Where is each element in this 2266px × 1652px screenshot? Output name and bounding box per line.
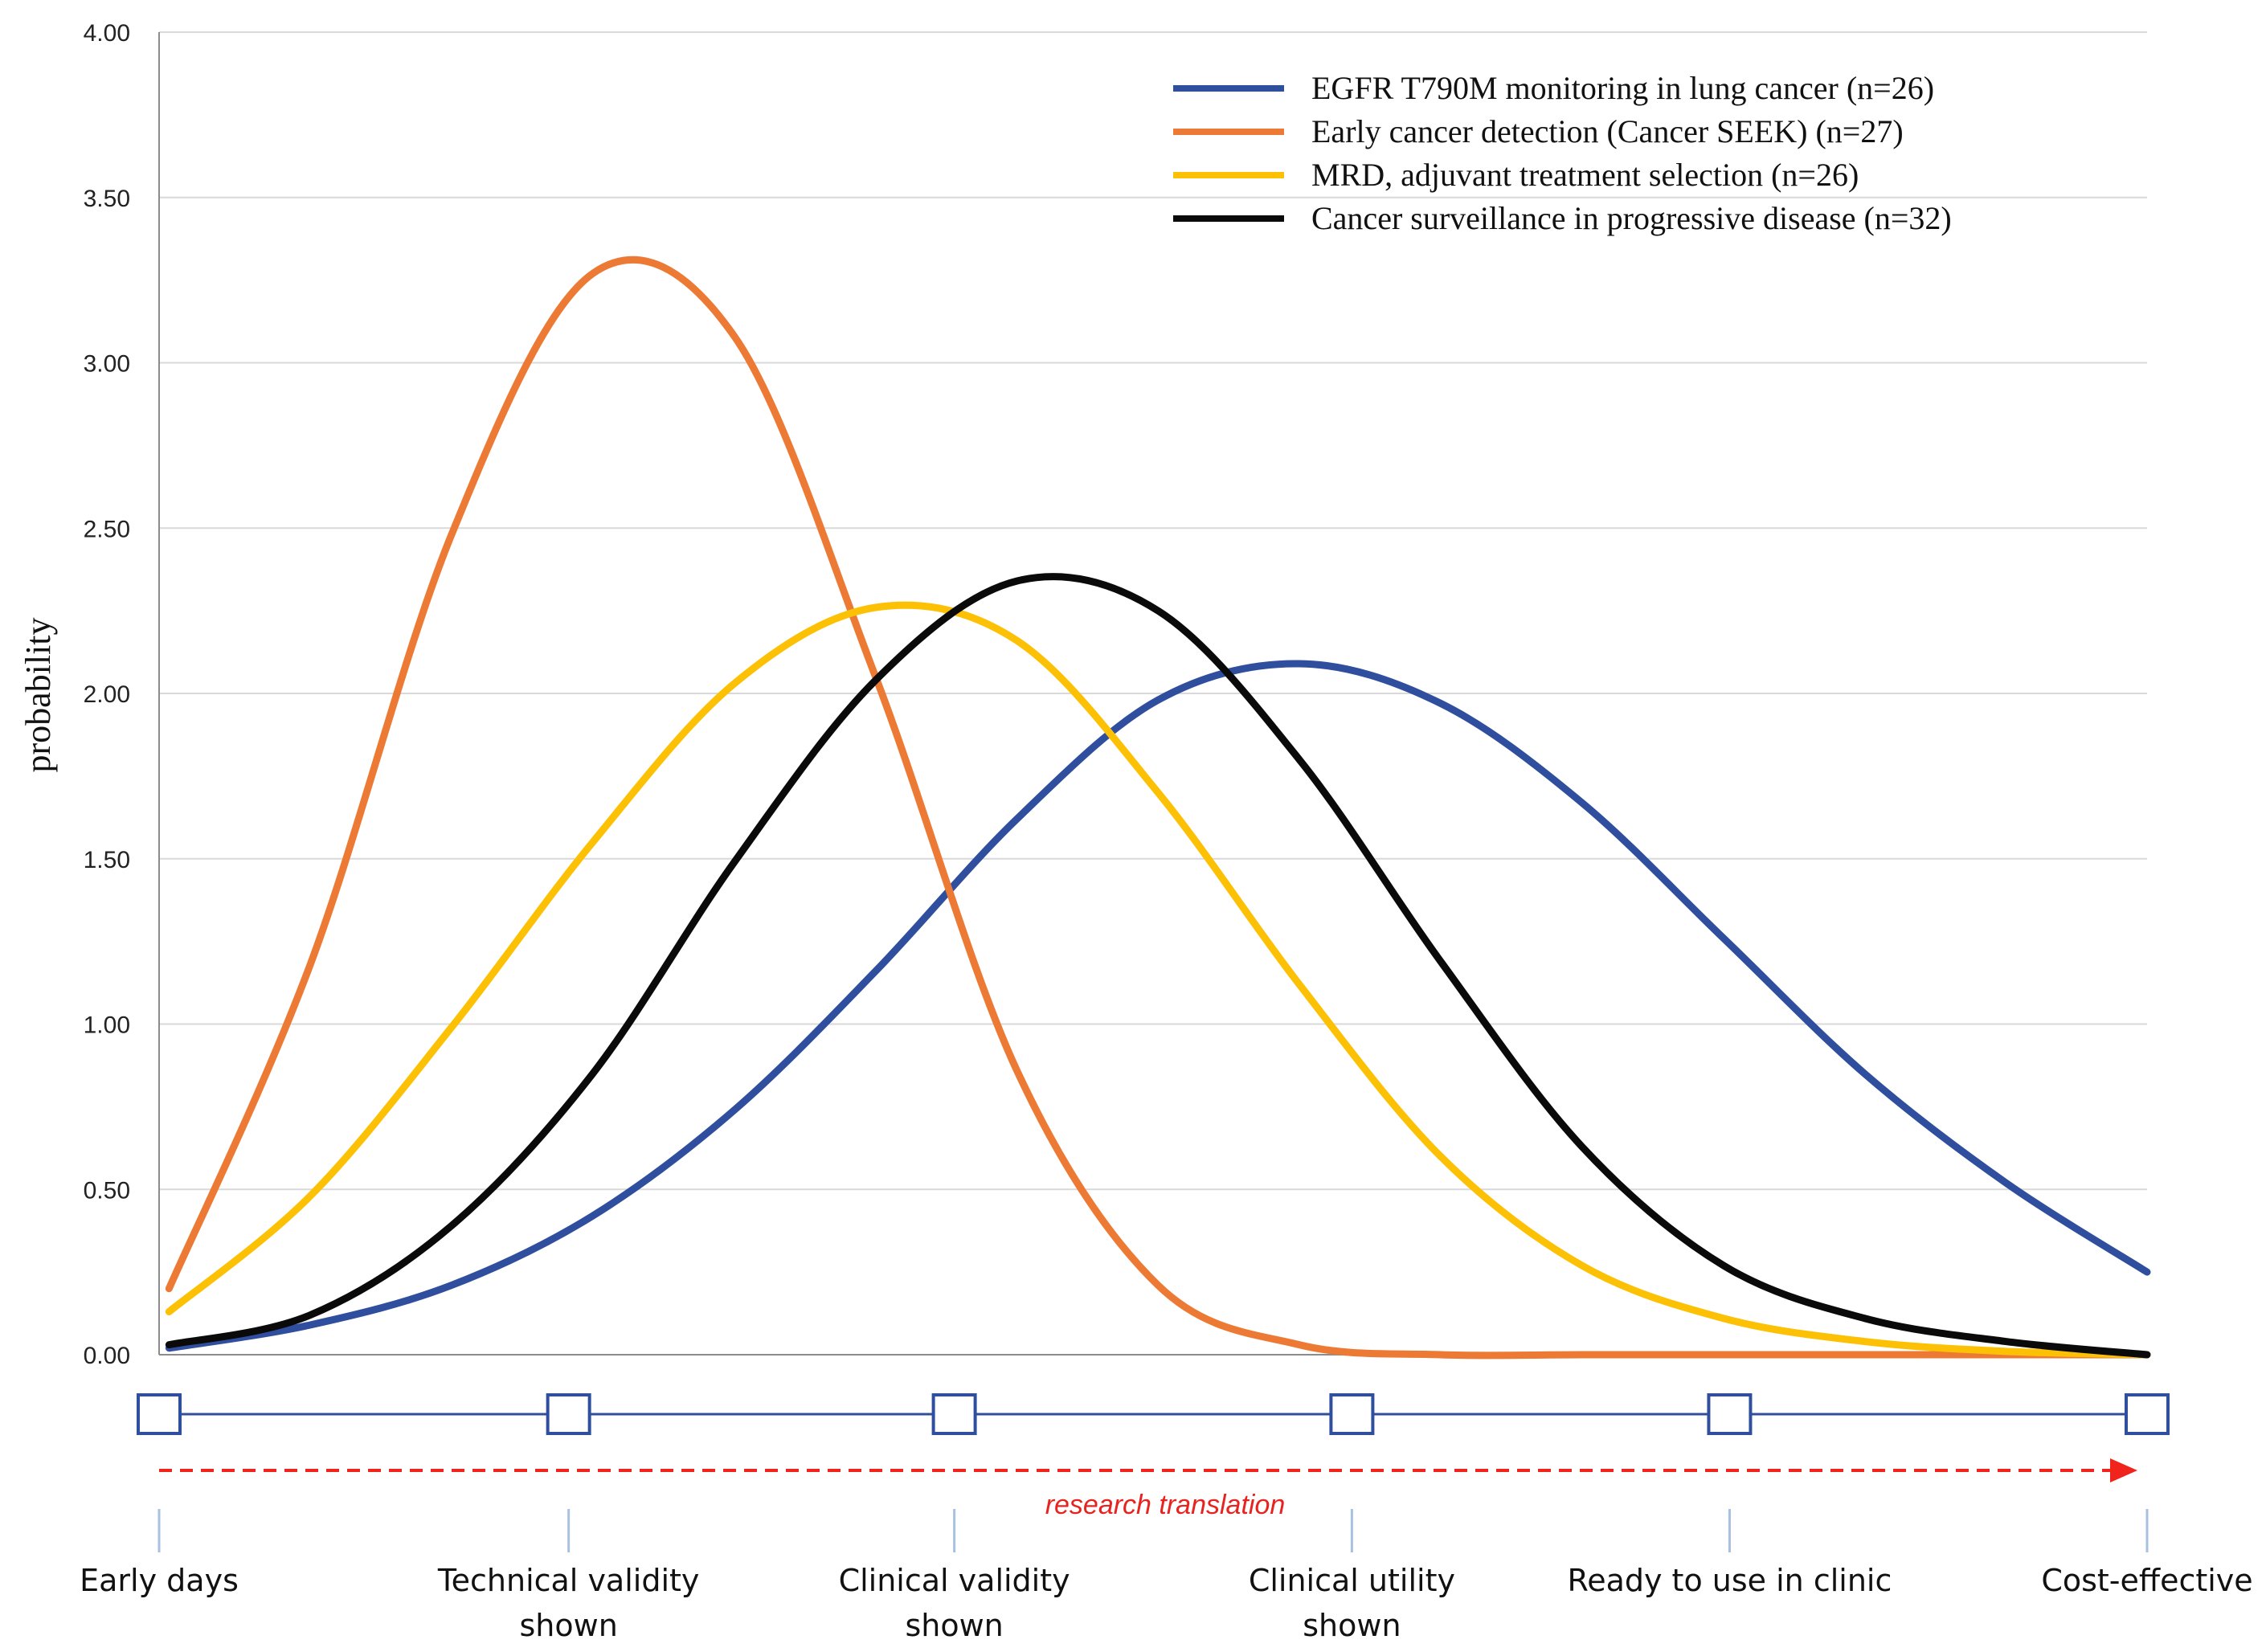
stage-label-3: shown <box>905 1608 1003 1643</box>
research-arrow-head <box>2110 1458 2137 1482</box>
stage-marker-4 <box>1329 1393 1375 1435</box>
stage-label-5: Ready to use in clinic <box>1568 1563 1892 1598</box>
stage-marker-1 <box>137 1393 182 1435</box>
y-tick-label: 0.50 <box>84 1177 130 1204</box>
stage-label-3: Clinical validity <box>839 1563 1070 1598</box>
series-line-2 <box>165 256 2151 1360</box>
y-tick-label: 3.50 <box>84 186 130 212</box>
legend: EGFR T790M monitoring in lung cancer (n=… <box>1173 70 1952 236</box>
stage-label-4: shown <box>1303 1608 1401 1643</box>
y-tick-label: 4.00 <box>84 20 130 47</box>
stage-marker-3 <box>931 1393 977 1435</box>
stage-label-4: Clinical utility <box>1249 1563 1455 1598</box>
series-line-1 <box>165 660 2151 1352</box>
stage-label-2: shown <box>519 1608 617 1643</box>
series-line-3 <box>165 601 2151 1359</box>
y-axis-label: probability <box>18 617 58 772</box>
stage-label-6: Cost-effective <box>2041 1563 2252 1598</box>
y-tick-label: 3.00 <box>84 351 130 378</box>
stage-marker-2 <box>546 1393 591 1435</box>
stage-label-1: Early days <box>80 1563 239 1598</box>
stage-marker-6 <box>2125 1393 2170 1435</box>
series-line-4 <box>165 573 2151 1359</box>
y-tick-label: 2.50 <box>84 516 130 542</box>
stage-marker-5 <box>1707 1393 1753 1435</box>
legend-label-1: EGFR T790M monitoring in lung cancer (n=… <box>1311 70 1934 106</box>
y-tick-label: 1.00 <box>84 1012 130 1039</box>
legend-label-4: Cancer surveillance in progressive disea… <box>1311 200 1952 236</box>
series-layer <box>165 256 2151 1360</box>
y-tick-label: 2.00 <box>84 681 130 708</box>
stage-labels: Early days Technical validity shown Clinica… <box>80 1509 2253 1643</box>
research-translation-label: research translation <box>1045 1490 1286 1520</box>
stage-label-2: Technical validity <box>437 1563 700 1598</box>
legend-label-3: MRD, adjuvant treatment selection (n=26) <box>1311 157 1859 193</box>
legend-label-2: Early cancer detection (Cancer SEEK) (n=… <box>1311 113 1904 149</box>
stage-timeline <box>137 1393 2170 1482</box>
y-tick-label: 0.00 <box>84 1343 130 1369</box>
y-tick-label: 1.50 <box>84 847 130 873</box>
